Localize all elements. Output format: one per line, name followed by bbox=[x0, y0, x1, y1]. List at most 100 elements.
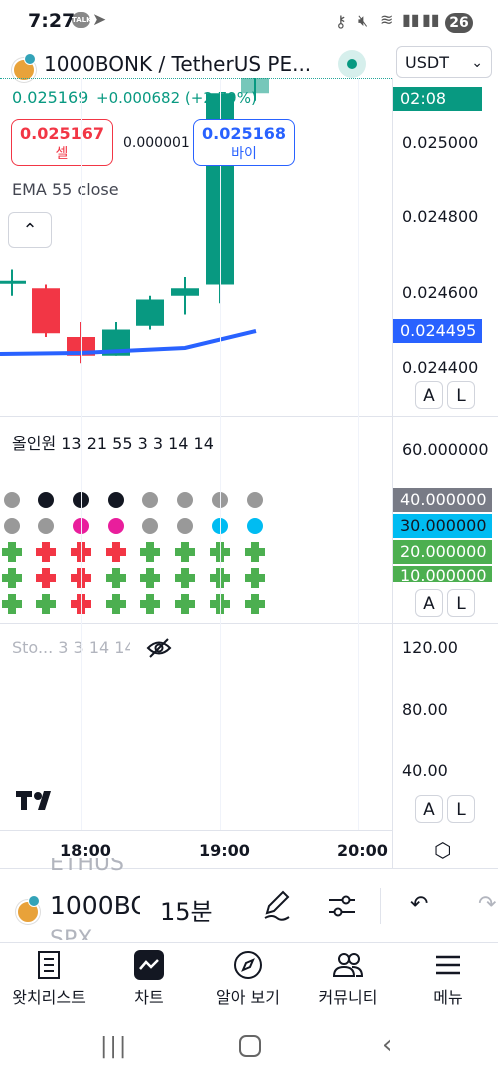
indicator-plot[interactable] bbox=[0, 488, 392, 618]
time-label: 19:00 bbox=[199, 841, 250, 860]
spread-value: 0.000001 bbox=[123, 135, 190, 151]
stoch-axis-label: 120.00 bbox=[402, 638, 458, 657]
v-gridline bbox=[81, 78, 82, 830]
coin-badge-icon bbox=[28, 895, 40, 907]
chart-icon bbox=[134, 950, 164, 980]
symbol-below: SPX bbox=[50, 927, 93, 940]
signal-dot bbox=[247, 518, 263, 534]
toolbar-divider bbox=[0, 868, 498, 869]
signal-dot bbox=[38, 518, 54, 534]
tv-logo-icon bbox=[16, 791, 51, 810]
pane-divider[interactable] bbox=[0, 416, 498, 417]
tab-label: 차트 bbox=[134, 988, 164, 1007]
chevron-up-icon: ⌃ bbox=[22, 220, 38, 241]
log-scale-button[interactable]: L bbox=[447, 381, 475, 409]
toolbar-symbol[interactable]: 1000BONK bbox=[50, 891, 140, 920]
interval-button[interactable]: 15분 bbox=[160, 898, 213, 926]
price-axis-label: 0.024600 bbox=[402, 283, 479, 302]
plus-marker bbox=[245, 568, 265, 588]
plus-marker bbox=[140, 568, 160, 588]
battery-icon: 26 bbox=[445, 13, 473, 33]
watchlist-icon bbox=[38, 951, 60, 979]
home-button[interactable] bbox=[239, 1035, 261, 1057]
recents-button[interactable]: ||| bbox=[100, 1034, 129, 1059]
signal-dot bbox=[177, 518, 193, 534]
v-gridline bbox=[358, 78, 359, 830]
currency-select[interactable]: USDT ⌄ bbox=[396, 46, 492, 78]
candle-body bbox=[241, 78, 269, 94]
buy-label: 바이 bbox=[231, 146, 257, 162]
plus-marker bbox=[36, 542, 56, 562]
ema-value-tag: 0.024495 bbox=[392, 319, 482, 343]
level-tag-20: 20.000000 bbox=[392, 540, 492, 564]
plus-marker bbox=[140, 542, 160, 562]
v-axis-divider bbox=[392, 78, 393, 868]
plus-marker bbox=[140, 594, 160, 614]
last-price-line bbox=[0, 78, 392, 79]
tab-watchlist[interactable]: 왓치리스트 bbox=[0, 950, 98, 1008]
collapse-button[interactable]: ⌃ bbox=[8, 212, 52, 248]
plus-marker bbox=[106, 568, 126, 588]
sell-price: 0.025167 bbox=[19, 124, 104, 143]
log-scale-button[interactable]: L bbox=[447, 589, 475, 617]
settings-sliders-icon[interactable] bbox=[327, 893, 357, 919]
tab-community[interactable]: 커뮤니티 bbox=[298, 950, 398, 1008]
signal-dot bbox=[108, 518, 124, 534]
time-axis-divider bbox=[0, 830, 392, 831]
telegram-icon: ➤ bbox=[92, 10, 107, 30]
pane-divider[interactable] bbox=[0, 623, 498, 624]
compass-icon bbox=[234, 951, 262, 979]
candle-body bbox=[136, 299, 164, 326]
currency-value: USDT bbox=[405, 53, 449, 72]
undo-icon[interactable]: ↶ bbox=[410, 892, 429, 917]
toolbar-separator bbox=[380, 888, 381, 924]
time-label: 20:00 bbox=[337, 841, 388, 860]
chevron-down-icon: ⌄ bbox=[471, 55, 483, 71]
auto-scale-button[interactable]: A bbox=[415, 795, 443, 823]
stoch-axis-label: 40.00 bbox=[402, 761, 448, 780]
redo-icon[interactable]: ↷ bbox=[478, 892, 497, 917]
chart-settings-icon[interactable]: ⬡ bbox=[434, 838, 452, 862]
level-tag-10: 10.000000 bbox=[392, 566, 492, 582]
back-button[interactable]: ‹ bbox=[382, 1030, 393, 1060]
time-label: 18:00 bbox=[60, 841, 111, 860]
signal-dot bbox=[247, 492, 263, 508]
symbol-title[interactable]: 1000BONK / TetherUS PE... bbox=[44, 52, 312, 76]
tab-menu[interactable]: 메뉴 bbox=[398, 950, 498, 1008]
ema-legend[interactable]: EMA 55 close bbox=[12, 180, 119, 199]
nav-divider bbox=[0, 942, 498, 943]
status-bar: 7:27 TALK ➤ ⚷ 🔇︎ ≋ ▮▮ ▮▮ 26 bbox=[0, 0, 498, 46]
countdown-tag: 02:08 bbox=[392, 87, 482, 111]
live-dot bbox=[347, 59, 357, 69]
plus-marker bbox=[2, 542, 22, 562]
buy-button[interactable]: 0.025168 바이 bbox=[193, 119, 295, 166]
key-icon: ⚷ bbox=[335, 12, 347, 31]
plus-marker bbox=[2, 594, 22, 614]
stoch-axis-label: 80.00 bbox=[402, 700, 448, 719]
log-scale-button[interactable]: L bbox=[447, 795, 475, 823]
price-axis-label: 0.025000 bbox=[402, 133, 479, 152]
pencil-icon[interactable] bbox=[262, 889, 292, 921]
auto-scale-button[interactable]: A bbox=[415, 381, 443, 409]
v-gridline bbox=[220, 78, 221, 830]
tab-chart[interactable]: 차트 bbox=[100, 950, 198, 1008]
stoch-legend[interactable]: Sto... 3 3 14 14 bbox=[12, 638, 130, 657]
level-tag-40: 40.000000 bbox=[392, 488, 492, 512]
auto-scale-button[interactable]: A bbox=[415, 589, 443, 617]
signal-dot bbox=[177, 492, 193, 508]
tab-explore[interactable]: 알아 보기 bbox=[199, 950, 297, 1008]
plus-marker bbox=[175, 594, 195, 614]
signal-icon-2: ▮▮ bbox=[422, 10, 440, 29]
indicator-legend[interactable]: 올인원 13 21 55 3 3 14 14 bbox=[12, 434, 214, 453]
signal-dot bbox=[4, 518, 20, 534]
candle-body bbox=[32, 288, 60, 334]
mute-icon: 🔇︎ bbox=[358, 11, 369, 30]
eye-off-icon[interactable] bbox=[146, 636, 172, 660]
wifi-icon: ≋ bbox=[380, 10, 394, 29]
signal-dot bbox=[4, 492, 20, 508]
sell-button[interactable]: 0.025167 셀 bbox=[11, 119, 113, 166]
price-last: 0.025169 bbox=[12, 88, 89, 107]
signal-dot bbox=[142, 518, 158, 534]
signal-icon: ▮▮ bbox=[402, 10, 420, 29]
plus-marker bbox=[106, 594, 126, 614]
